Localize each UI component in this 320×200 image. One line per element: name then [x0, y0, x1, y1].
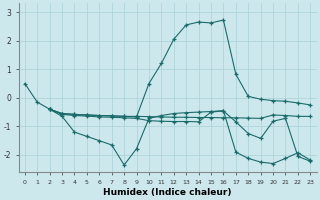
- X-axis label: Humidex (Indice chaleur): Humidex (Indice chaleur): [103, 188, 232, 197]
